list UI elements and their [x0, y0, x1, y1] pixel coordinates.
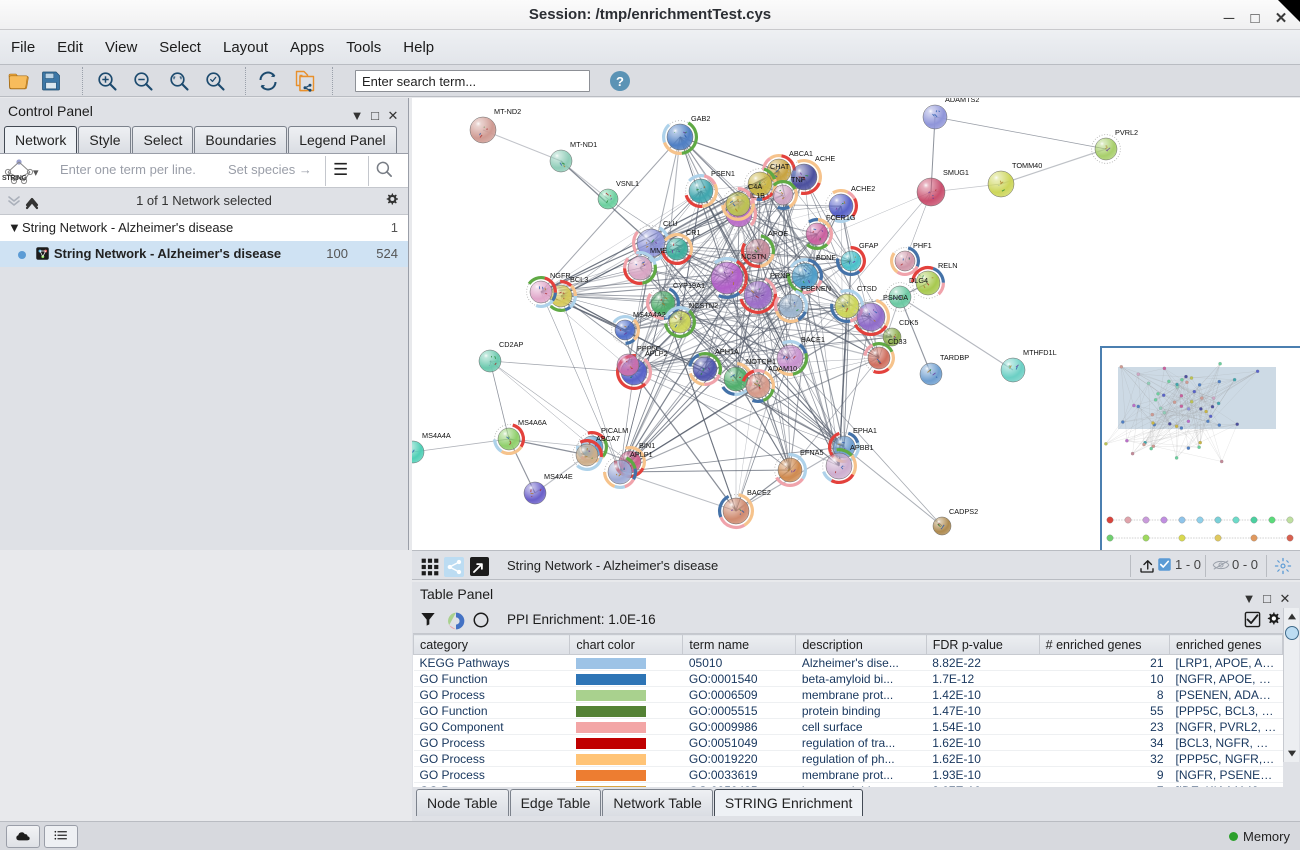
svg-text:VSNL1: VSNL1 — [616, 179, 639, 188]
svg-text:APLP1: APLP1 — [630, 450, 653, 459]
svg-text:RELN: RELN — [938, 261, 957, 270]
svg-text:BACE1: BACE1 — [801, 335, 825, 344]
svg-text:ABCA1: ABCA1 — [789, 149, 813, 158]
svg-text:C4A: C4A — [748, 182, 762, 191]
svg-text:MTHFD1L: MTHFD1L — [1023, 348, 1057, 357]
svg-text:GFAP: GFAP — [859, 241, 879, 250]
svg-text:PSNCA: PSNCA — [883, 293, 908, 302]
svg-text:CD2AP: CD2AP — [499, 340, 523, 349]
svg-text:CYP19A1: CYP19A1 — [673, 281, 705, 290]
svg-text:PSEN1: PSEN1 — [711, 169, 735, 178]
svg-text:CHAT: CHAT — [770, 162, 790, 171]
svg-text:TNF: TNF — [791, 175, 806, 184]
svg-text:GAB2: GAB2 — [691, 114, 710, 123]
svg-text:?: ? — [616, 74, 624, 89]
svg-text:PSENEN: PSENEN — [801, 284, 831, 293]
svg-text:CLU: CLU — [663, 219, 678, 228]
svg-text:MS4A4E: MS4A4E — [544, 472, 573, 481]
svg-text:SMUG1: SMUG1 — [943, 168, 969, 177]
svg-text:CTSD: CTSD — [857, 284, 877, 293]
svg-text:PRNP: PRNP — [770, 271, 790, 280]
svg-text:PHF1: PHF1 — [913, 241, 932, 250]
svg-text:MS4A6A: MS4A6A — [518, 418, 547, 427]
svg-text:CD33: CD33 — [888, 337, 907, 346]
svg-text:MME: MME — [650, 246, 667, 255]
svg-text:BIN1: BIN1 — [639, 441, 655, 450]
svg-text:CDK5: CDK5 — [899, 318, 918, 327]
svg-text:MT-ND2: MT-ND2 — [494, 107, 521, 116]
svg-text:TARDBP: TARDBP — [940, 353, 969, 362]
svg-text:FCER1G: FCER1G — [826, 213, 856, 222]
svg-text:APBB1: APBB1 — [850, 443, 874, 452]
svg-text:ADAM10: ADAM10 — [768, 364, 797, 373]
svg-text:PPP5C: PPP5C — [637, 344, 661, 353]
svg-text:BDNF: BDNF — [816, 253, 836, 262]
svg-text:IL1B: IL1B — [750, 191, 765, 200]
svg-text:BCL3: BCL3 — [570, 275, 588, 284]
svg-text:DLG4: DLG4 — [909, 276, 928, 285]
svg-text:PVRL2: PVRL2 — [1115, 128, 1138, 137]
svg-text:CR1: CR1 — [686, 228, 701, 237]
svg-text:MS4A4A2: MS4A4A2 — [633, 310, 666, 319]
svg-text:NGFR: NGFR — [550, 271, 571, 280]
svg-text:APOE: APOE — [768, 229, 788, 238]
svg-text:EFNA5: EFNA5 — [800, 448, 824, 457]
svg-text:TOMM40: TOMM40 — [1012, 161, 1042, 170]
svg-text:MS4A4A: MS4A4A — [422, 431, 451, 440]
svg-text:ABCA7: ABCA7 — [596, 434, 620, 443]
svg-text:ADAMTS2: ADAMTS2 — [945, 98, 979, 104]
svg-text:CADPS2: CADPS2 — [949, 507, 978, 516]
svg-text:NCSTN2: NCSTN2 — [689, 301, 718, 310]
svg-text:MT-ND1: MT-ND1 — [570, 140, 597, 149]
svg-text:APH1A: APH1A — [715, 347, 739, 356]
svg-text:EPHA1: EPHA1 — [853, 426, 877, 435]
svg-text:NCSTN: NCSTN — [741, 252, 766, 261]
svg-text:ACHE: ACHE — [815, 154, 835, 163]
svg-text:BACE2: BACE2 — [747, 488, 771, 497]
svg-text:ACHE2: ACHE2 — [851, 184, 875, 193]
